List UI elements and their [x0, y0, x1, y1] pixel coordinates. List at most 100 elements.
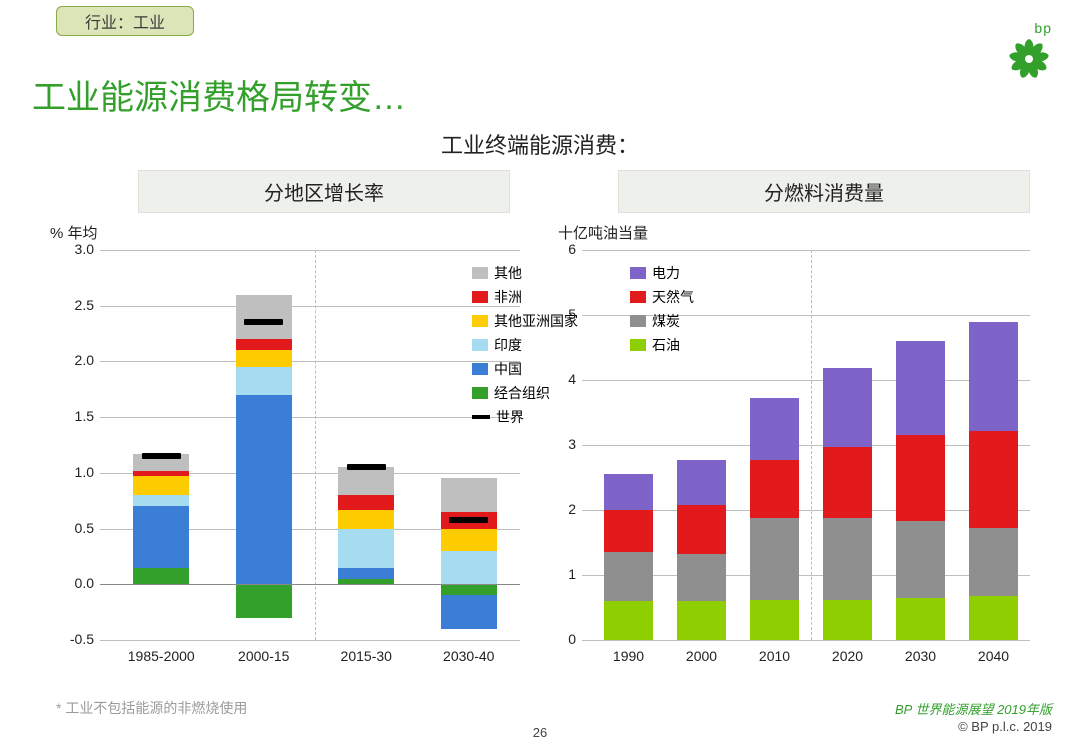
bar-segment-neg [441, 595, 497, 628]
bar-segment [896, 521, 946, 598]
x-tick: 2010 [735, 648, 815, 664]
bar-segment [338, 467, 394, 495]
y-tick: 3 [540, 436, 576, 452]
chart-left-legend: 其他非洲其他亚洲国家印度中国经合组织世界 [472, 262, 578, 430]
x-tick: 2030-40 [429, 648, 509, 664]
sub-title: 工业终端能源消费： [0, 128, 1080, 160]
copyright-grey: © BP p.l.c. 2019 [958, 719, 1052, 734]
legend-swatch [472, 387, 488, 399]
bp-logo: bp [1006, 20, 1052, 87]
chart-right: 分燃料消费量 十亿吨油当量 01234561990200020102020203… [570, 170, 1040, 213]
gridline [100, 250, 520, 251]
bar-segment [750, 398, 800, 460]
bar-segment [133, 495, 189, 506]
x-tick: 1985-2000 [121, 648, 201, 664]
legend-label: 石油 [652, 334, 680, 356]
bar-segment [604, 474, 654, 510]
bar-segment [236, 339, 292, 350]
bar-segment [338, 510, 394, 529]
bar-segment [896, 341, 946, 435]
main-title: 工业能源消费格局转变… [32, 70, 406, 119]
gridline [100, 640, 520, 641]
y-tick: 3.0 [58, 241, 94, 257]
y-tick: 2.5 [58, 297, 94, 313]
bar-segment [236, 295, 292, 340]
bar-segment [750, 518, 800, 599]
y-tick: 1.0 [58, 464, 94, 480]
legend-swatch [472, 315, 488, 327]
x-tick: 2000 [662, 648, 742, 664]
bar-segment [823, 518, 873, 599]
legend-swatch [472, 363, 488, 375]
legend-item: 非洲 [472, 286, 578, 308]
y-tick: -0.5 [58, 631, 94, 647]
gridline [100, 417, 520, 418]
legend-label: 煤炭 [652, 310, 680, 332]
footnote: * 工业不包括能源的非燃烧使用 [56, 698, 247, 718]
divider [811, 250, 812, 640]
bar-segment [236, 350, 292, 367]
gridline [582, 250, 1030, 251]
legend-swatch [472, 267, 488, 279]
legend-swatch [472, 339, 488, 351]
legend-item: 印度 [472, 334, 578, 356]
legend-label: 天然气 [652, 286, 694, 308]
legend-label: 电力 [652, 262, 680, 284]
gridline [100, 306, 520, 307]
x-tick: 2000-15 [224, 648, 304, 664]
gridline [582, 445, 1030, 446]
bar-segment [969, 431, 1019, 527]
gridline [100, 361, 520, 362]
bar-segment [969, 322, 1019, 431]
bar-segment [604, 510, 654, 552]
y-tick: 2 [540, 501, 576, 517]
bar-segment [677, 460, 727, 506]
bar-segment [677, 505, 727, 554]
bar-segment [133, 506, 189, 567]
legend-swatch [630, 291, 646, 303]
world-marker [347, 464, 386, 470]
gridline [582, 380, 1030, 381]
bar-segment [677, 554, 727, 601]
y-tick: 0 [540, 631, 576, 647]
slide: 行业：工业 bp [0, 0, 1080, 748]
y-tick: 1.5 [58, 408, 94, 424]
bar-segment [677, 601, 727, 640]
legend-item: 煤炭 [630, 310, 694, 332]
bar-segment [236, 367, 292, 395]
divider [315, 250, 316, 640]
legend-swatch [630, 267, 646, 279]
y-tick: 0.5 [58, 520, 94, 536]
bar-segment [338, 529, 394, 568]
world-marker [449, 517, 488, 523]
bp-flower-icon [1006, 36, 1052, 82]
x-tick: 2020 [808, 648, 888, 664]
bar-segment [896, 598, 946, 640]
bar-segment [750, 460, 800, 519]
world-marker [142, 453, 181, 459]
bar-segment [823, 447, 873, 519]
bp-logo-text: bp [1006, 20, 1052, 36]
chart-right-header: 分燃料消费量 [618, 170, 1030, 213]
chart-right-ylabel: 十亿吨油当量 [558, 222, 648, 243]
bar-segment [750, 600, 800, 640]
page-number: 26 [0, 725, 1080, 740]
x-tick: 2015-30 [326, 648, 406, 664]
bar-segment [823, 600, 873, 640]
bar-segment [338, 495, 394, 509]
bar-segment [338, 568, 394, 579]
bar-segment [604, 552, 654, 601]
world-marker [244, 319, 283, 325]
legend-item: 电力 [630, 262, 694, 284]
bar-segment [969, 528, 1019, 596]
bar-segment [133, 568, 189, 585]
zero-line [100, 584, 520, 585]
y-tick: 5 [540, 306, 576, 322]
bar-segment [441, 551, 497, 584]
gridline [582, 640, 1030, 641]
bar-segment [441, 478, 497, 511]
bar-segment [441, 529, 497, 551]
chart-left-header: 分地区增长率 [138, 170, 510, 213]
legend-label: 印度 [494, 334, 522, 356]
y-tick: 0.0 [58, 575, 94, 591]
